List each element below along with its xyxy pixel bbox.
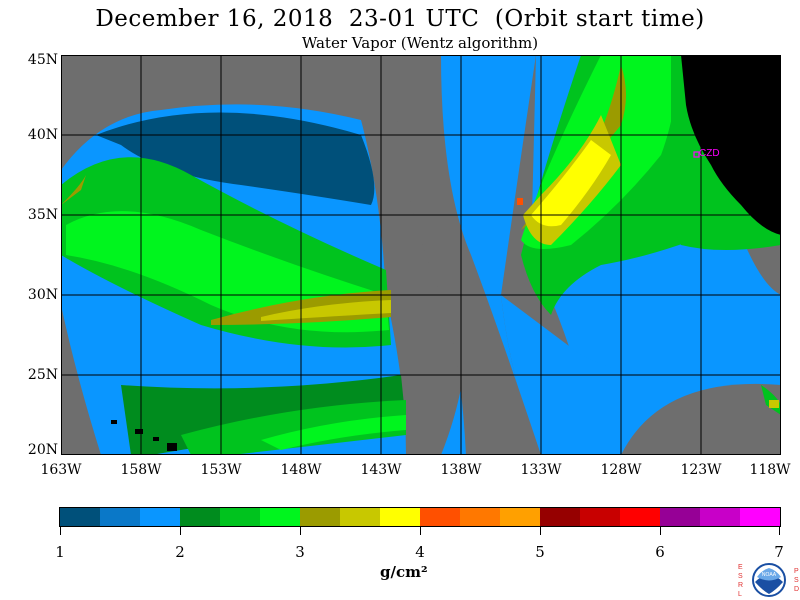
colorbar-tick: [60, 527, 61, 535]
colorbar-cell-2: [140, 508, 180, 526]
colorbar-cell-8: [380, 508, 420, 526]
colorbar-cell-14: [620, 508, 660, 526]
lon-label: 143W: [360, 462, 402, 478]
lat-label: 45N: [27, 52, 58, 68]
colorbar-cell-9: [420, 508, 460, 526]
lon-label: 118W: [749, 462, 791, 478]
colorbar-cell-12: [540, 508, 580, 526]
lon-label: 158W: [120, 462, 162, 478]
station-icon: [693, 151, 700, 158]
lon-label: 153W: [200, 462, 242, 478]
colorbar-tick: [420, 527, 421, 535]
noaa-logo: E S R L P S D NOAA: [738, 563, 799, 598]
logo-letter-left-3: L: [738, 591, 742, 598]
map-title: December 16, 2018 23-01 UTC (Orbit start…: [95, 6, 705, 32]
logo-letter-right-2: D: [794, 586, 799, 593]
logo-letter-right-0: P: [794, 568, 799, 575]
hawaii-islands: [111, 420, 177, 451]
lat-lon-grid: [61, 55, 781, 455]
colorbar-cell-4: [220, 508, 260, 526]
colorbar-label: 7: [774, 543, 784, 561]
logo-letter-left-0: E: [738, 564, 743, 571]
colorbar-cell-13: [580, 508, 620, 526]
map-subtitle: Water Vapor (Wentz algorithm): [301, 34, 539, 52]
lat-label: 30N: [27, 287, 58, 303]
colorbar-cell-10: [460, 508, 500, 526]
colorbar-cell-15: [660, 508, 700, 526]
colorbar-cell-11: [500, 508, 540, 526]
lon-label: 163W: [40, 462, 82, 478]
colorbar-tick: [180, 527, 181, 535]
colorbar-label: 5: [535, 543, 545, 561]
lon-label: 128W: [600, 462, 642, 478]
colorbar-tick: [300, 527, 301, 535]
colorbar-tick: [540, 527, 541, 535]
colorbar-cell-1: [100, 508, 140, 526]
colorbar-tick: [779, 527, 780, 535]
lon-label: 148W: [280, 462, 322, 478]
colorbar-label: 4: [415, 543, 425, 561]
lat-label: 40N: [27, 127, 58, 143]
logo-letter-left-1: S: [738, 573, 743, 580]
lon-label: 138W: [440, 462, 482, 478]
colorbar-tick: [660, 527, 661, 535]
colorbar: [59, 507, 781, 527]
lat-label: 25N: [27, 367, 58, 383]
colorbar-label: 2: [175, 543, 185, 561]
swath-gap: [395, 55, 541, 455]
colorbar-cell-6: [300, 508, 340, 526]
colorbar-cell-7: [340, 508, 380, 526]
lon-label: 133W: [520, 462, 562, 478]
colorbar-label: 6: [655, 543, 665, 561]
lat-label: 20N: [27, 442, 58, 458]
station-label: CZD: [699, 148, 720, 159]
lon-label: 123W: [680, 462, 722, 478]
logo-letter-left-2: R: [738, 582, 743, 589]
colorbar-cell-17: [740, 508, 780, 526]
land-california: [681, 55, 781, 235]
colorbar-cell-0: [60, 508, 100, 526]
colorbar-cell-16: [700, 508, 740, 526]
colorbar-label: 3: [295, 543, 305, 561]
station-marker-czd: CZD: [693, 148, 720, 159]
swath-west: [61, 104, 406, 455]
colorbar-label: 1: [55, 543, 65, 561]
water-vapor-map: CZD: [61, 55, 781, 455]
colorbar-units: g/cm²: [380, 563, 428, 581]
logo-letter-right-1: S: [794, 577, 799, 584]
colorbar-cell-5: [260, 508, 300, 526]
lat-label: 35N: [27, 207, 58, 223]
colorbar-cell-3: [180, 508, 220, 526]
noaa-seal-text: NOAA: [762, 572, 777, 578]
